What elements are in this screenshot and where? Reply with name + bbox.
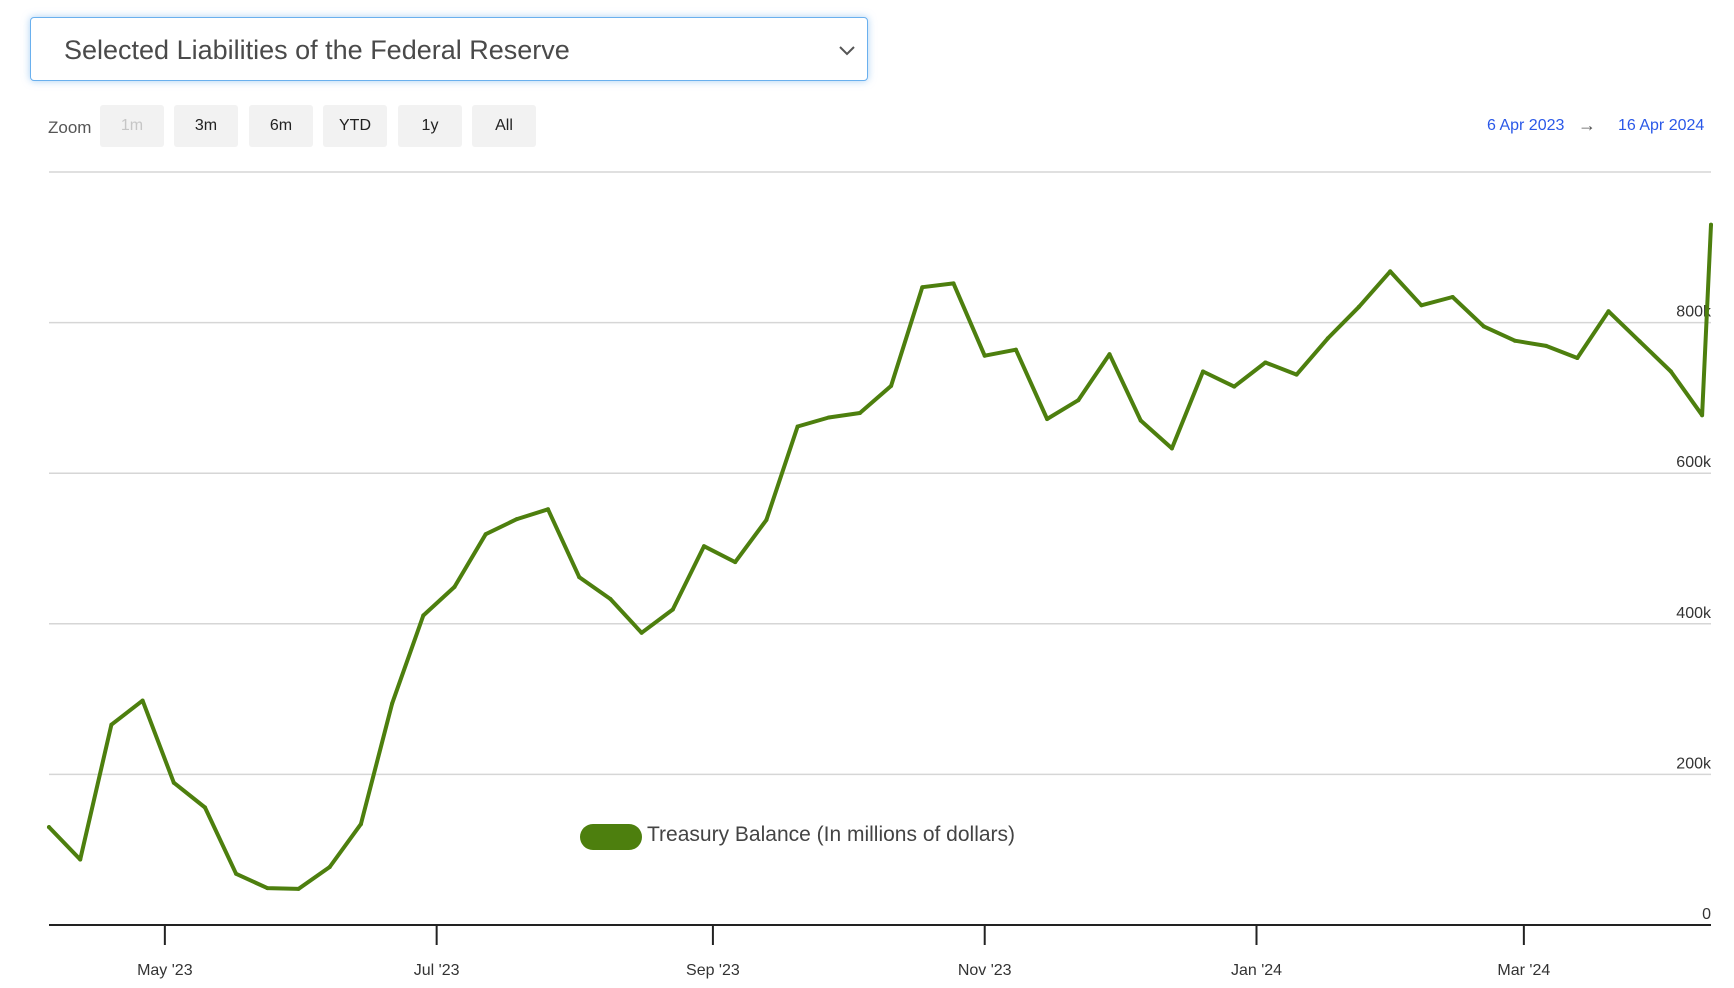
data-point [109, 722, 114, 727]
y-tick-label: 600k [1676, 454, 1712, 471]
data-point [1419, 303, 1424, 308]
data-point [203, 805, 207, 810]
zoom-all-button[interactable]: All [472, 105, 536, 147]
data-point [733, 560, 738, 565]
data-point [421, 613, 426, 618]
zoom-1m-button: 1m [100, 105, 164, 147]
data-point [889, 383, 894, 388]
data-point [234, 871, 239, 876]
data-point [857, 411, 862, 415]
x-tick-label: Nov '23 [958, 962, 1012, 979]
data-point [670, 607, 675, 612]
y-tick-label: 0 [1702, 906, 1711, 923]
zoom-1y-button[interactable]: 1y [398, 105, 462, 147]
data-point [1544, 343, 1549, 348]
data-point [1076, 398, 1081, 403]
data-point [327, 865, 332, 869]
data-point [47, 825, 51, 830]
chart-selector-dropdown[interactable]: Selected Liabilities of the Federal Rese… [30, 17, 868, 81]
legend-swatch [580, 824, 642, 850]
data-point [296, 886, 301, 891]
data-point [1232, 384, 1237, 389]
data-point [1481, 324, 1486, 329]
y-tick-label: 400k [1676, 605, 1712, 622]
data-point [1325, 336, 1330, 341]
range-end-date[interactable]: 16 Apr 2024 [1618, 117, 1705, 134]
data-point [1169, 446, 1174, 451]
data-point [1045, 417, 1050, 421]
data-point [78, 857, 83, 862]
data-point [358, 822, 363, 827]
chevron-down-icon [839, 46, 855, 56]
data-point [1709, 222, 1713, 227]
y-tick-label: 200k [1676, 755, 1712, 772]
data-point [1668, 369, 1673, 374]
data-point [1575, 356, 1580, 360]
data-point [1388, 269, 1393, 274]
chart-selector-label: Selected Liabilities of the Federal Rese… [64, 35, 570, 65]
data-point [140, 698, 145, 703]
data-point [702, 544, 706, 549]
data-point [577, 575, 582, 580]
data-point [1637, 339, 1642, 344]
legend-label: Treasury Balance (In millions of dollars… [647, 823, 1016, 846]
zoom-3m-button[interactable]: 3m [174, 105, 238, 147]
data-point [639, 630, 644, 635]
range-start-date[interactable]: 6 Apr 2023 [1487, 117, 1565, 134]
data-point [1357, 304, 1361, 309]
data-point [1201, 369, 1205, 374]
series-line-treasury-balance [47, 222, 1713, 891]
data-point [452, 584, 457, 589]
data-point [826, 415, 831, 420]
range-arrow-icon: → [1578, 115, 1596, 135]
x-tick-label: Sep '23 [686, 962, 740, 979]
series-layer [47, 222, 1713, 891]
y-tick-label: 800k [1676, 304, 1712, 321]
data-point [1512, 338, 1517, 343]
x-axis: May '23 Jul '23 Sep '23 Nov '23 Jan '24 Mar '… [49, 924, 1711, 979]
data-point [1450, 295, 1455, 299]
data-point [920, 285, 925, 290]
data-point [1606, 309, 1611, 314]
data-point [171, 780, 176, 785]
x-tick-label: Mar '24 [1497, 962, 1550, 979]
data-point [546, 507, 550, 512]
x-tick-label: Jan '24 [1231, 962, 1282, 979]
data-point [951, 281, 956, 286]
data-point [265, 886, 270, 891]
data-point [795, 424, 800, 429]
y-axis-labels: 0 200k 400k 600k 800k [1676, 304, 1712, 923]
data-point [1294, 372, 1299, 377]
grid-lines [49, 171, 1711, 776]
zoom-label: Zoom [48, 118, 92, 137]
x-tick-label: May '23 [137, 962, 193, 979]
data-point [982, 353, 987, 358]
zoom-6m-button[interactable]: 6m [249, 105, 313, 147]
x-tick-label: Jul '23 [414, 962, 460, 979]
data-point [1013, 347, 1018, 352]
data-point [514, 517, 519, 522]
data-point [1263, 360, 1268, 365]
data-point [764, 517, 769, 522]
data-point [390, 701, 395, 706]
data-point [1700, 413, 1705, 418]
data-point [1138, 418, 1143, 423]
data-point [1107, 352, 1112, 357]
data-point [608, 597, 613, 601]
zoom-ytd-button[interactable]: YTD [323, 105, 387, 147]
data-point [483, 532, 488, 537]
